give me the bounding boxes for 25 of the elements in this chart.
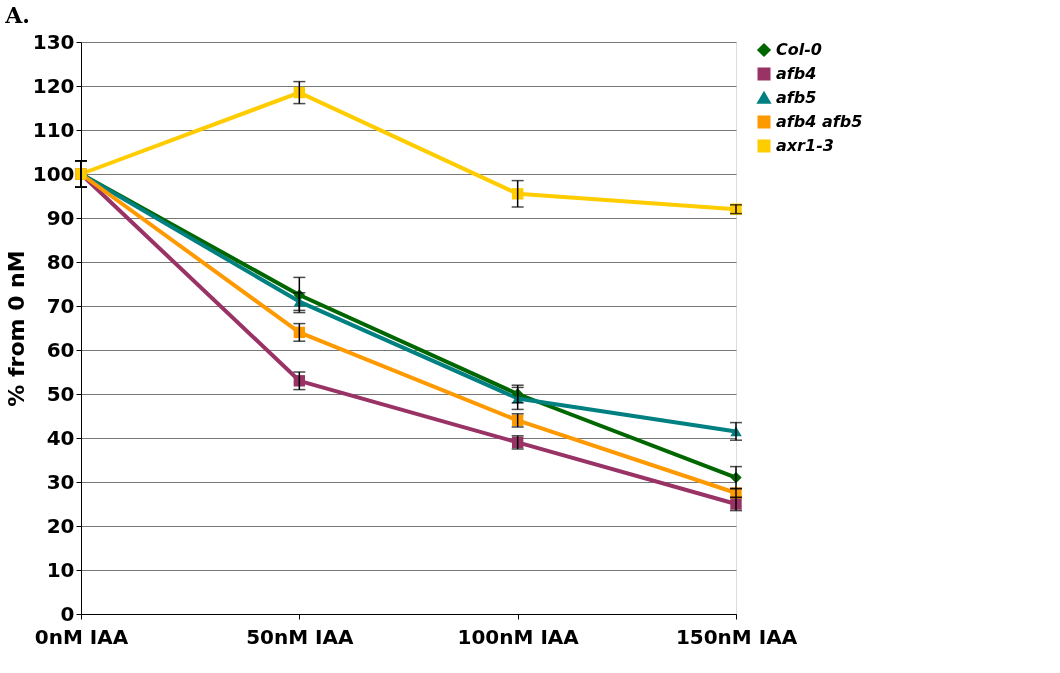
x-tick-label: 0nM IAA — [34, 624, 129, 649]
y-tick-label: 30 — [46, 469, 75, 494]
y-tick-label: 50 — [46, 381, 75, 406]
chart-title: A. — [4, 2, 30, 28]
legend-label: axr1-3 — [776, 136, 834, 155]
y-tick-label: 120 — [32, 73, 75, 98]
x-tick-label: 150nM IAA — [675, 624, 798, 649]
y-tick-label: 10 — [46, 557, 75, 582]
y-axis-title: % from 0 nM — [3, 250, 29, 407]
y-tick-label: 60 — [46, 337, 75, 362]
legend-label: Col-0 — [776, 40, 822, 59]
y-tick-label: 80 — [46, 249, 75, 274]
y-tick-label: 100 — [32, 161, 75, 186]
y-tick-label: 130 — [32, 29, 75, 54]
legend-label: afb4 afb5 — [776, 112, 863, 131]
y-tick-label: 0 — [60, 601, 75, 626]
y-tick-label: 40 — [46, 425, 75, 450]
y-tick-label: 110 — [32, 117, 75, 142]
legend-label: afb5 — [776, 88, 817, 107]
legend-label: afb4 — [776, 64, 817, 83]
x-tick-label: 50nM IAA — [246, 624, 355, 649]
y-tick-label: 90 — [46, 205, 75, 230]
y-tick-label: 20 — [46, 513, 75, 538]
y-tick-label: 70 — [46, 293, 75, 318]
x-tick-label: 100nM IAA — [457, 624, 580, 649]
